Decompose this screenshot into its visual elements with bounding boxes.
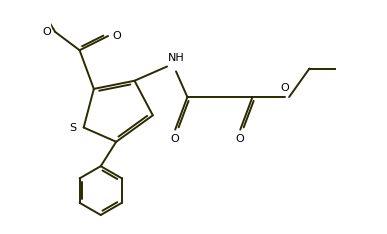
Text: O: O — [42, 27, 51, 37]
Text: S: S — [69, 123, 76, 132]
Text: O: O — [112, 31, 121, 41]
Text: NH: NH — [168, 53, 185, 63]
Text: O: O — [281, 83, 289, 93]
Text: O: O — [170, 135, 179, 144]
Text: O: O — [235, 135, 244, 144]
